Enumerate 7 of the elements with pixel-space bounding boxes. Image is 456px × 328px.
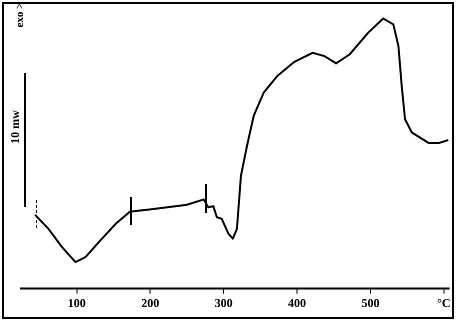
x-tick-label: 400 bbox=[288, 296, 306, 310]
annotation: 10 mw bbox=[8, 109, 22, 146]
x-tick-label: °C bbox=[437, 296, 451, 310]
x-tick-label: 300 bbox=[214, 296, 233, 310]
x-tick-label: 100 bbox=[68, 296, 86, 310]
x-tick-label: 200 bbox=[141, 296, 160, 310]
x-tick-label: 500 bbox=[361, 296, 380, 310]
